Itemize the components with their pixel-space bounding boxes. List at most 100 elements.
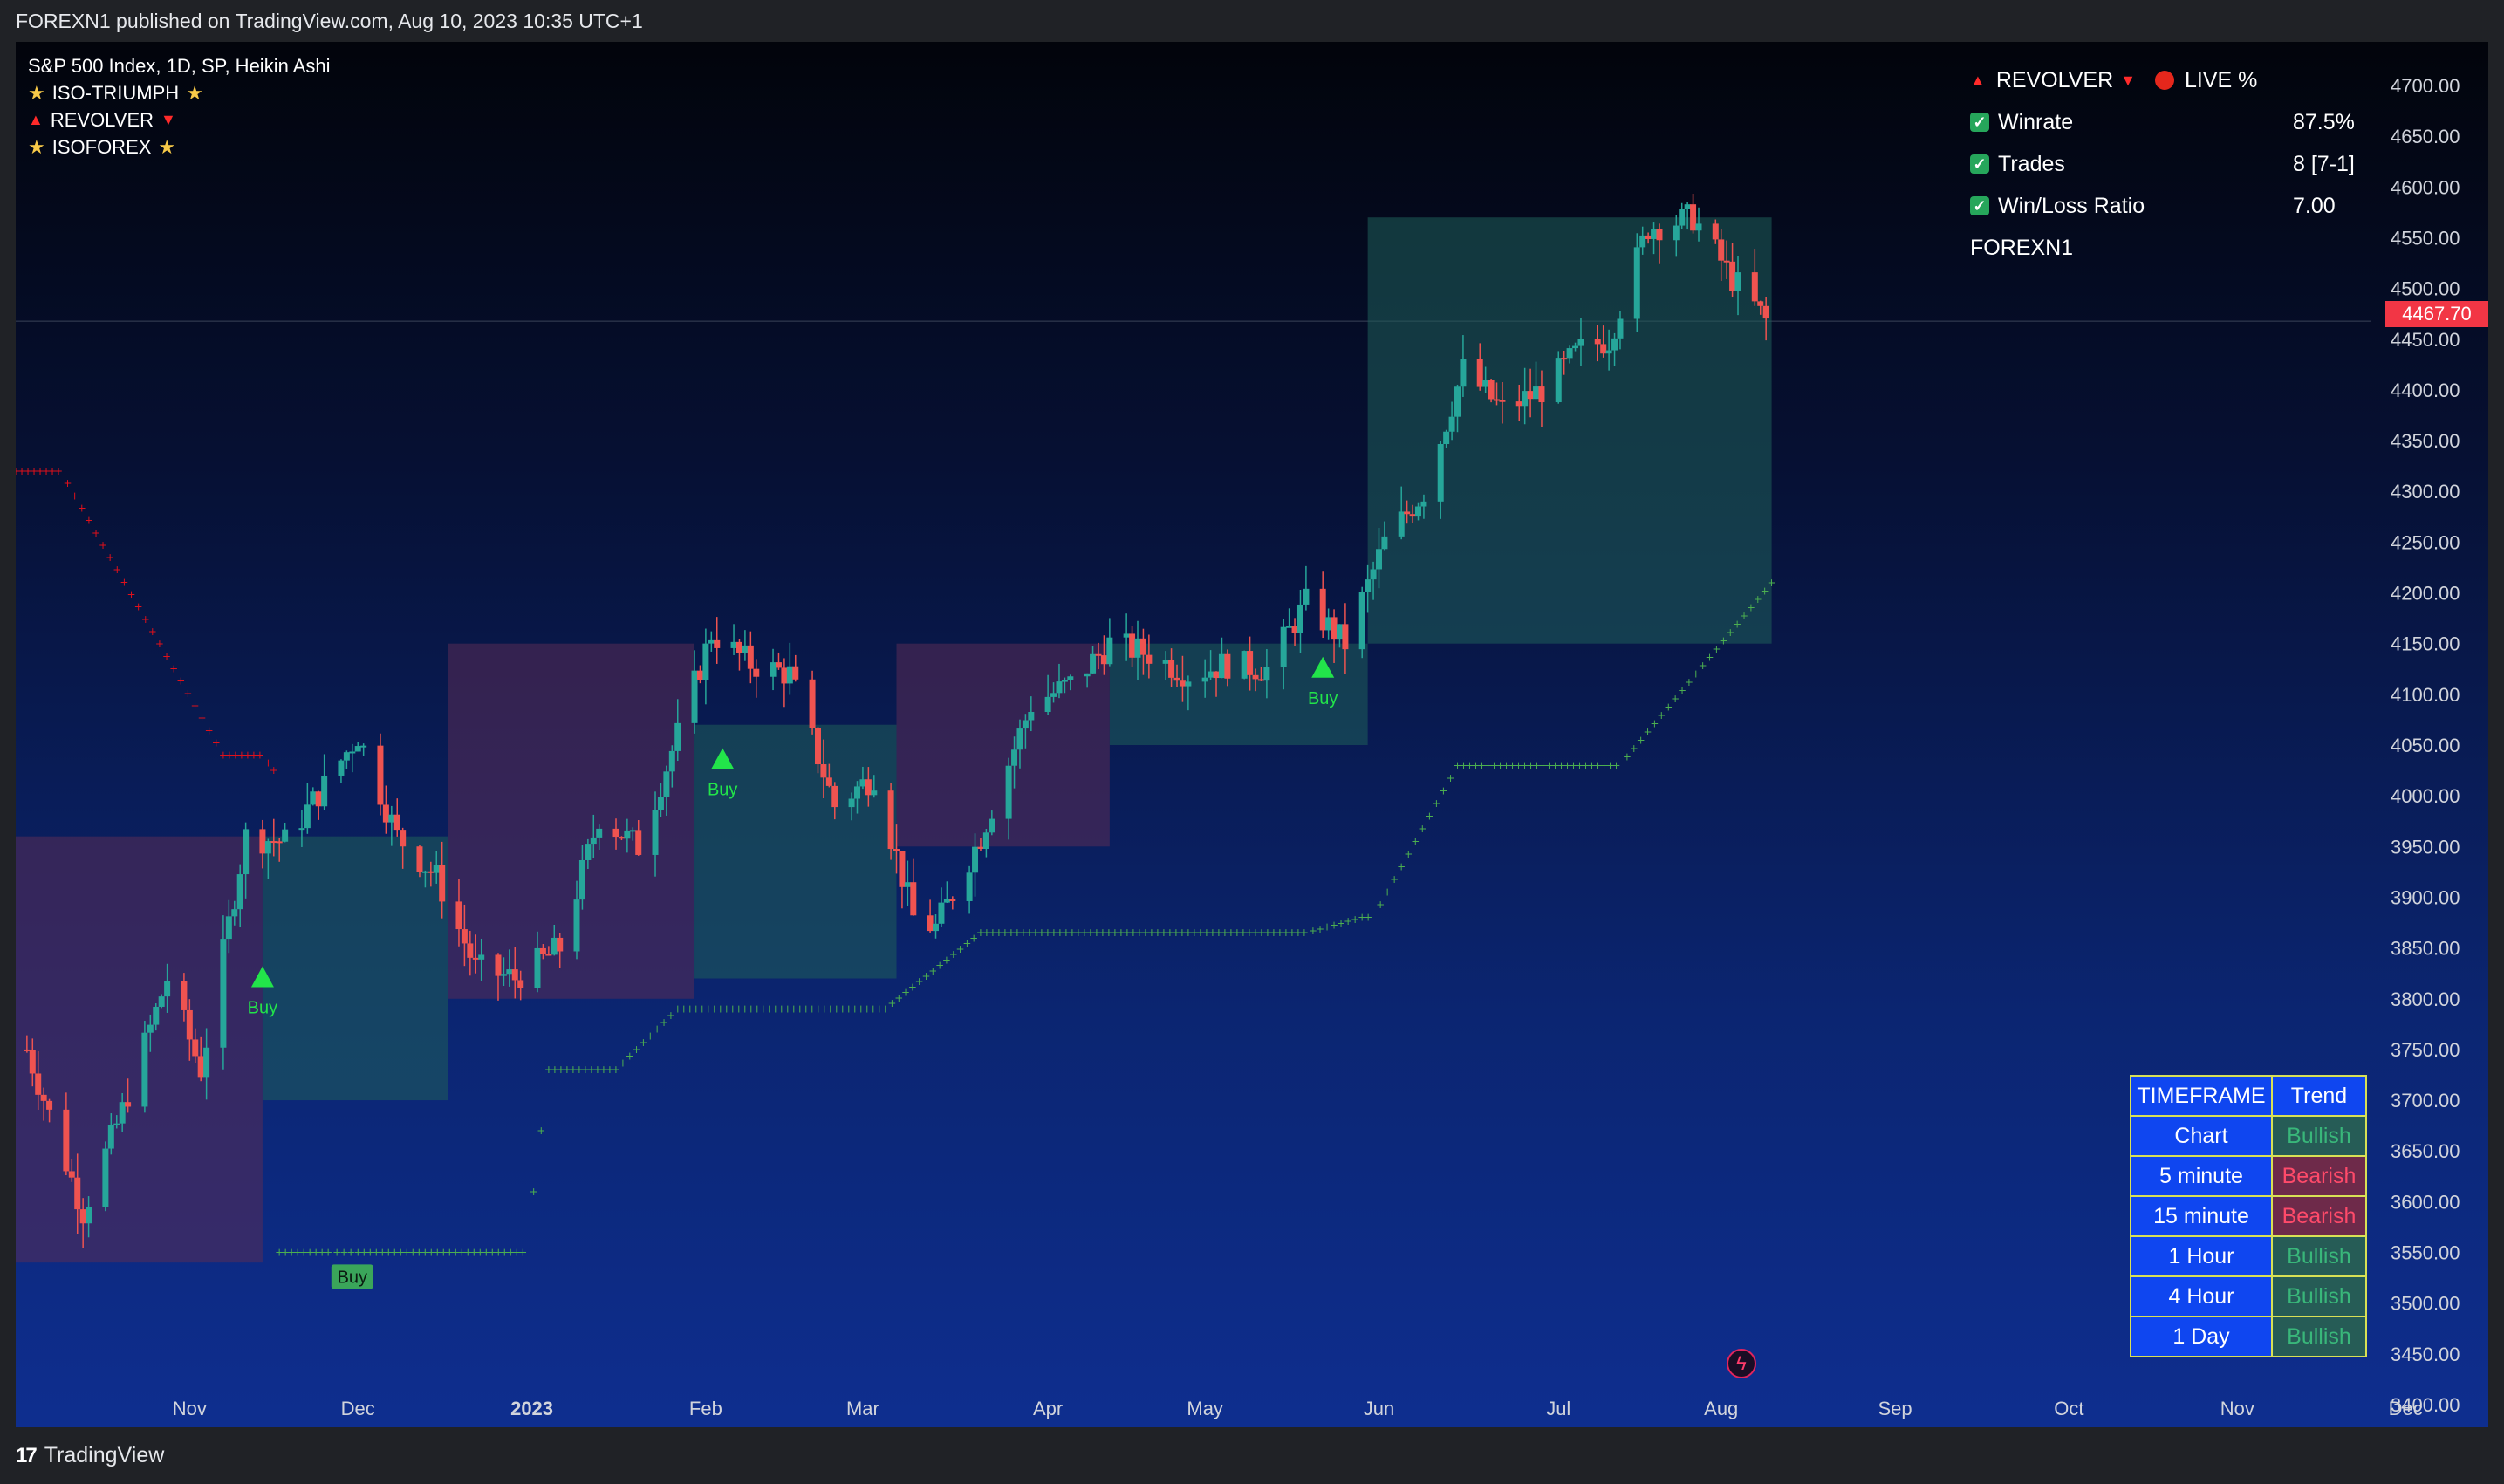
candle-body <box>360 745 367 748</box>
candle-body <box>1162 660 1169 664</box>
y-tick-label: 4300.00 <box>2391 481 2460 503</box>
candle-body <box>1134 638 1141 658</box>
bull-stop-marker: + <box>414 1247 423 1259</box>
bull-stop-marker: + <box>1294 927 1303 939</box>
candle-body <box>1679 209 1686 226</box>
lightning-icon[interactable]: ϟ <box>1727 1349 1756 1378</box>
bull-stop-marker: + <box>587 1063 596 1076</box>
bear-stop-marker: + <box>190 700 199 712</box>
candle-body <box>624 830 631 839</box>
candle-body <box>1723 260 1730 263</box>
bull-stop-marker: + <box>1050 927 1058 939</box>
bull-stop-marker: + <box>753 1002 762 1015</box>
bull-stop-marker: + <box>575 1063 584 1076</box>
candle-body <box>899 851 906 887</box>
bull-stop-marker: + <box>1288 927 1296 939</box>
bull-stop-marker: + <box>790 1002 798 1015</box>
timeframe-cell: Chart <box>2130 1115 2273 1157</box>
candle-body <box>854 786 860 799</box>
candle-body <box>186 1009 193 1040</box>
chart-area[interactable]: + + + + + + + + + + + + + + + + + + + + + + + + + + + + + + + + + + + + + + + +… <box>16 42 2488 1427</box>
bull-stop-marker: + <box>1323 921 1331 933</box>
bull-stop-marker: + <box>1208 927 1217 939</box>
triangle-up-icon: ▲ <box>1970 71 1986 89</box>
bear-stop-marker: + <box>85 515 93 527</box>
bull-stop-marker: + <box>1282 927 1290 939</box>
bull-stop-marker: + <box>962 938 971 950</box>
bull-stop-marker: + <box>1418 823 1426 835</box>
candle-body <box>1656 229 1663 241</box>
candle-body <box>1286 626 1293 628</box>
bear-stop-marker: + <box>134 601 143 613</box>
bull-stop-marker: + <box>1330 919 1338 931</box>
candle-body <box>1443 431 1450 444</box>
candle-body <box>893 849 900 851</box>
candle-body <box>1342 624 1349 650</box>
bull-stop-marker: + <box>1575 759 1584 771</box>
candle-body <box>1398 511 1405 537</box>
bull-stop-marker: + <box>826 1002 835 1015</box>
bull-stop-marker: + <box>1630 742 1639 755</box>
bull-stop-marker: + <box>305 1247 314 1259</box>
star-icon: ★ <box>28 82 45 104</box>
y-tick-label: 4650.00 <box>2391 126 2460 147</box>
y-tick-label: 3800.00 <box>2391 988 2460 1010</box>
candle-body <box>1139 638 1146 655</box>
bull-stop-marker: + <box>949 948 958 961</box>
bull-stop-marker: + <box>1502 759 1510 771</box>
bull-stop-marker: + <box>808 1002 817 1015</box>
footer: 17 TradingView <box>0 1427 2504 1484</box>
y-tick-label: 4500.00 <box>2391 278 2460 300</box>
bull-stop-marker: + <box>457 1247 466 1259</box>
price-chart[interactable]: +++++++++ +++++++++++++++++++++++++++++++… <box>16 42 2488 1427</box>
legend-item-iso-triumph[interactable]: ★ ISO-TRIUMPH ★ <box>28 79 331 106</box>
brand-label[interactable]: TradingView <box>44 1443 165 1467</box>
candle-body <box>753 668 760 677</box>
buy-triangle-icon <box>250 966 274 988</box>
table-row: 1 Hour Bullish <box>2130 1235 2367 1277</box>
bull-stop-marker: + <box>1650 718 1659 730</box>
candle-body <box>596 828 603 838</box>
bull-stop-marker: + <box>339 1247 348 1259</box>
candle-body <box>153 1006 160 1025</box>
y-tick-label: 3600.00 <box>2391 1191 2460 1213</box>
stats-panel: ▲ REVOLVER ▼ LIVE % ✓ Winrate 87.5% ✓ Trad… <box>1970 59 2389 269</box>
bear-stop-marker: + <box>17 465 26 477</box>
candle-body <box>349 751 356 754</box>
candle-body <box>225 916 232 940</box>
candle-body <box>1296 604 1303 633</box>
bull-stop-marker: + <box>1644 726 1652 738</box>
revolver-label: REVOLVER <box>1995 67 2114 92</box>
bull-stop-marker: + <box>1309 925 1317 937</box>
bear-stop-marker: + <box>212 736 221 749</box>
candle-body <box>1303 588 1310 605</box>
candle-body <box>86 1207 92 1224</box>
candle-body <box>506 969 513 975</box>
bull-stop-marker: + <box>1337 917 1345 929</box>
candle-body <box>1168 660 1175 678</box>
bear-stop-marker: + <box>64 477 72 489</box>
triangle-up-icon: ▲ <box>28 111 44 128</box>
candle-body <box>949 899 956 901</box>
candle-body <box>792 666 799 680</box>
buy-triangle-icon <box>1311 656 1335 678</box>
candle-body <box>147 1024 154 1033</box>
candle-body <box>714 639 721 648</box>
bull-stop-marker: + <box>729 1002 737 1015</box>
bull-stop-marker: + <box>1117 927 1125 939</box>
candle-body <box>321 775 328 807</box>
bull-stop-marker: + <box>530 1186 538 1198</box>
legend-item-revolver[interactable]: ▲ REVOLVER ▼ <box>28 106 331 133</box>
bear-stop-marker: + <box>169 663 178 675</box>
bull-stop-marker: + <box>674 1002 682 1015</box>
candle-body <box>1319 588 1326 631</box>
candle-body <box>1460 359 1467 387</box>
tradingview-logo-icon[interactable]: 17 <box>16 1443 38 1467</box>
table-row: 4 Hour Bullish <box>2130 1275 2367 1317</box>
bear-cloud <box>896 643 1110 847</box>
bull-stop-marker: + <box>1556 759 1565 771</box>
bull-stop-marker: + <box>1495 759 1504 771</box>
candle-body <box>1358 592 1365 650</box>
legend-item-isoforex[interactable]: ★ ISOFOREX ★ <box>28 133 331 161</box>
bull-stop-marker: + <box>1269 927 1278 939</box>
